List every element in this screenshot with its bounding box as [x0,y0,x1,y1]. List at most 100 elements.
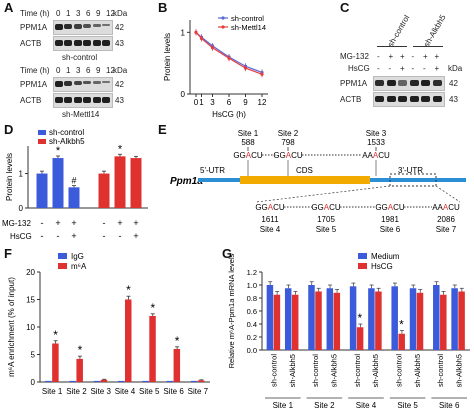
column-underline [413,46,443,47]
panel-letter-g: G [222,246,233,261]
blot-band-actb [421,96,430,102]
blot-ppm1a-mettl14 [53,77,113,92]
protein-label-actb-bottom: ACTB [20,96,42,105]
bar [284,288,292,350]
site-position: 1705 [317,215,335,224]
hscg-sign: - [388,64,392,73]
site-label: Site 2 [278,129,299,138]
blot-band-ppm1a-mettl14 [83,81,92,85]
blot-actb-c [373,92,445,107]
time-tick: 12 [106,66,115,75]
site-label: Site 6 [380,225,401,234]
blot-band-ppm1a [432,80,442,86]
blot-band-actb [83,40,92,46]
time-tick: 1 [66,66,71,75]
bar [349,286,357,350]
blot-ppm1a-c [373,76,445,91]
bar [273,294,281,350]
y-tick-label: 1.2 [247,268,257,277]
x-sub-label: sh-Alkbh5 [330,354,339,387]
y-tick-label: 0 [181,90,186,99]
blot-band-ppm1a-mettl14 [64,81,73,87]
y-tick-label: 20 [26,268,35,277]
mg132-sign: + [388,52,394,61]
blot-band-ppm1a-control [102,24,110,27]
bar [118,380,125,382]
bar [315,291,322,350]
time-tick: 3 [76,66,81,75]
blot-band-ppm1a [375,80,384,86]
gene-name: Ppm1a [170,176,203,187]
y-tick-label: 5 [31,351,36,360]
blot-band-ppm1a [398,80,407,86]
blot-band-actb [55,40,63,46]
motif-sequence: GGACU [375,203,405,212]
y-axis-title: Relative m⁶A-Ppm1a mRNA levels [227,253,236,368]
time-tick: 12 [106,9,115,18]
time-tick: 9 [96,66,101,75]
kda-ppm1a-top: 42 [115,23,124,32]
bar [52,343,59,382]
time-tick: 9 [96,9,101,18]
blot-band-ppm1a-mettl14 [102,81,110,83]
bar [291,294,299,350]
x-tick-label: Site 5 [139,387,160,396]
bar [93,380,101,382]
y-tick-label: 1 [181,28,186,37]
motif-sequence: AAACU [362,151,390,160]
hscg-sign: - [57,231,60,241]
hscg-sign: - [103,231,106,241]
time-tick: 3 [76,9,81,18]
blot-band-actb [398,96,407,102]
blot-actb-mettl14 [53,93,113,108]
x-sub-label: sh-Alkbh5 [371,354,380,387]
y-tick-label: 0.2 [247,333,257,342]
site-position: 2086 [437,215,455,224]
data-point [199,36,204,41]
legend-label: Medium [371,252,400,261]
column-underline [377,46,407,47]
bar [308,285,315,350]
group-label: Site 2 [314,401,335,410]
blot-band-actb [55,97,63,103]
time-tick: 1 [66,9,71,18]
site-position: 588 [241,138,255,147]
blot-band-actb [102,40,110,46]
motif-sequence: GGACU [273,151,303,160]
bar [416,292,424,350]
site-label: Site 1 [238,129,259,138]
hscg-sign: - [119,231,122,241]
bar [333,292,341,350]
site-position: 1611 [261,215,279,224]
bar [173,349,181,382]
kda-label-top: kDa [113,9,128,18]
hscg-sign: + [133,231,138,241]
x-sub-label: sh-control [311,354,320,387]
blot-band-actb [83,97,92,103]
mg132-sign: + [400,52,405,61]
time-tick: 6 [86,66,91,75]
bar [266,285,274,350]
blot-band-actb [64,40,73,46]
bar [398,333,405,350]
bar [130,158,142,208]
kda-actb-top: 43 [115,39,124,48]
mg132-sign: + [117,218,122,228]
blot-band-actb [73,97,82,103]
site-label: Site 3 [366,129,387,138]
motif-sequence: GGACU [311,203,341,212]
kda-ppm1a-bottom: 42 [115,80,124,89]
column-label: sh-control [386,13,412,49]
y-tick-label: 15 [26,296,35,305]
x-tick-label: Site 6 [163,387,184,396]
x-tick-label: Site 2 [66,387,87,396]
blot-band-ppm1a [386,80,396,86]
panel-letter-d: D [4,122,14,137]
legend-label: sh-control [49,128,84,137]
mg132-sign: + [133,218,138,228]
bar [100,379,108,382]
significance-mark: * [126,283,131,297]
bar [440,294,447,350]
x-axis-title: HsCG (h) [212,110,246,119]
